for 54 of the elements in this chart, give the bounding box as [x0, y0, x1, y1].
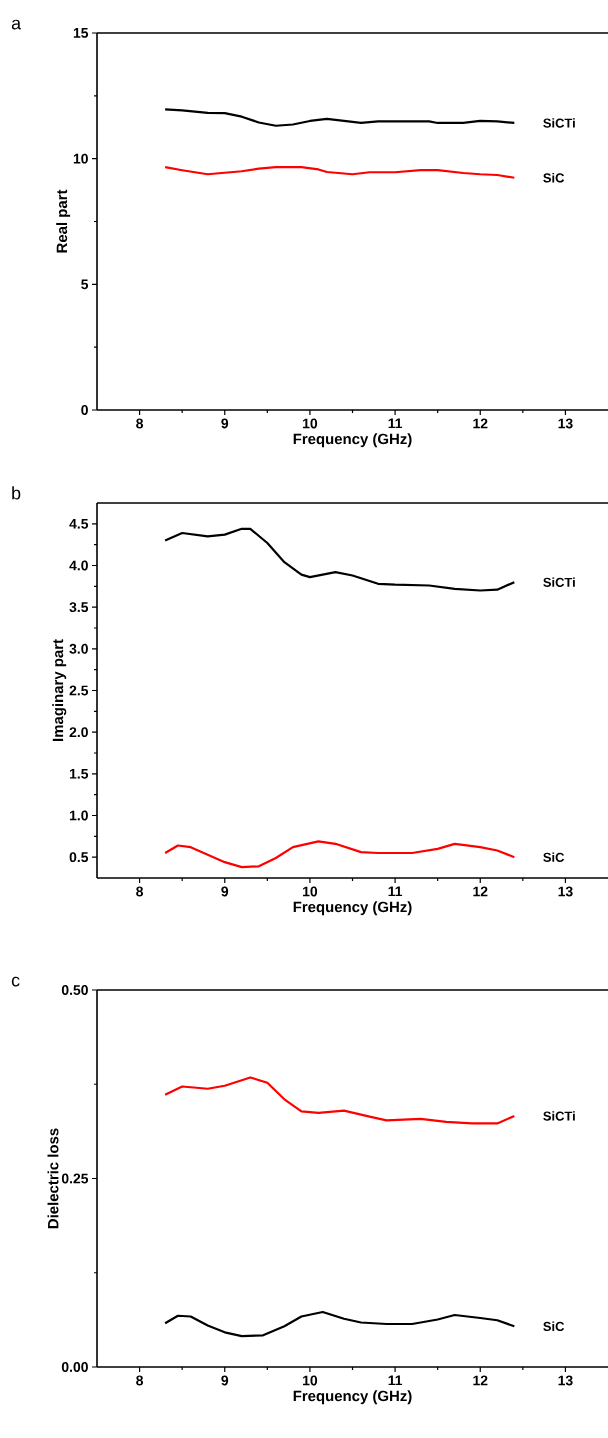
- y-tick-label: 0.5: [69, 852, 89, 863]
- y-tick-label: 3.5: [69, 602, 89, 613]
- y-tick-label: 0.25: [61, 1173, 89, 1184]
- text: SiCTi: [543, 118, 575, 128]
- y-tick-label: 3.0: [69, 643, 88, 654]
- y-tick-label: 1.5: [69, 768, 89, 779]
- y-tick-label: 15: [73, 28, 89, 38]
- line-series: [164, 527, 516, 592]
- y-tick-label: 10: [73, 153, 88, 164]
- y-tick-label: 4.5: [69, 518, 89, 529]
- x-tick-label: 13: [558, 1375, 573, 1386]
- x-tick-label: 8: [136, 418, 144, 429]
- y-tick-label: 1.0: [69, 810, 88, 821]
- x-tick-label: 13: [558, 418, 573, 429]
- x-tick-label: 9: [221, 418, 229, 429]
- x-axis-title: Frequency (GHz): [293, 433, 412, 448]
- text: SiCTi: [543, 577, 575, 587]
- x-tick-label: 12: [473, 886, 488, 897]
- y-tick-label: 5: [81, 279, 89, 290]
- y-tick-label: 4.0: [69, 560, 88, 571]
- y-axis-title: Real part: [56, 189, 71, 253]
- line-series: [164, 1310, 516, 1338]
- y-tick-label: 2.5: [69, 685, 89, 696]
- y-tick-label: 0: [81, 405, 88, 415]
- y-tick-label: 2.0: [69, 727, 88, 738]
- line-series: [164, 166, 516, 179]
- x-tick-label: 11: [388, 418, 403, 429]
- y-tick-label: 0.00: [61, 1362, 88, 1372]
- x-tick-label: 13: [558, 886, 573, 897]
- text: SiC: [543, 852, 565, 862]
- line-series: [164, 1076, 516, 1125]
- y-axis-title: Dielectric loss: [47, 1128, 59, 1229]
- x-tick-label: 11: [388, 1375, 403, 1386]
- x-axis-title: Frequency (GHz): [293, 901, 412, 916]
- text: SiCTi: [543, 1111, 575, 1121]
- x-tick-label: 9: [221, 1375, 229, 1386]
- x-tick-label: 12: [473, 1375, 488, 1386]
- x-tick-label: 8: [136, 1375, 144, 1386]
- y-axis-title: Imaginary part: [52, 639, 67, 741]
- text: b: [12, 486, 21, 500]
- x-axis-title: Frequency (GHz): [293, 1390, 412, 1405]
- text: a: [11, 19, 22, 30]
- x-tick-label: 12: [473, 418, 488, 429]
- x-tick-label: 11: [388, 886, 403, 897]
- x-tick-label: 9: [221, 886, 229, 897]
- text: SiC: [543, 172, 565, 183]
- x-tick-label: 10: [303, 886, 318, 897]
- x-tick-label: 10: [303, 1375, 318, 1386]
- x-tick-label: 10: [303, 418, 318, 429]
- line-series: [164, 840, 516, 869]
- text: c: [11, 976, 20, 987]
- text: SiC: [543, 1321, 565, 1332]
- y-tick-label: 0.50: [61, 985, 88, 995]
- x-tick-label: 8: [136, 886, 144, 897]
